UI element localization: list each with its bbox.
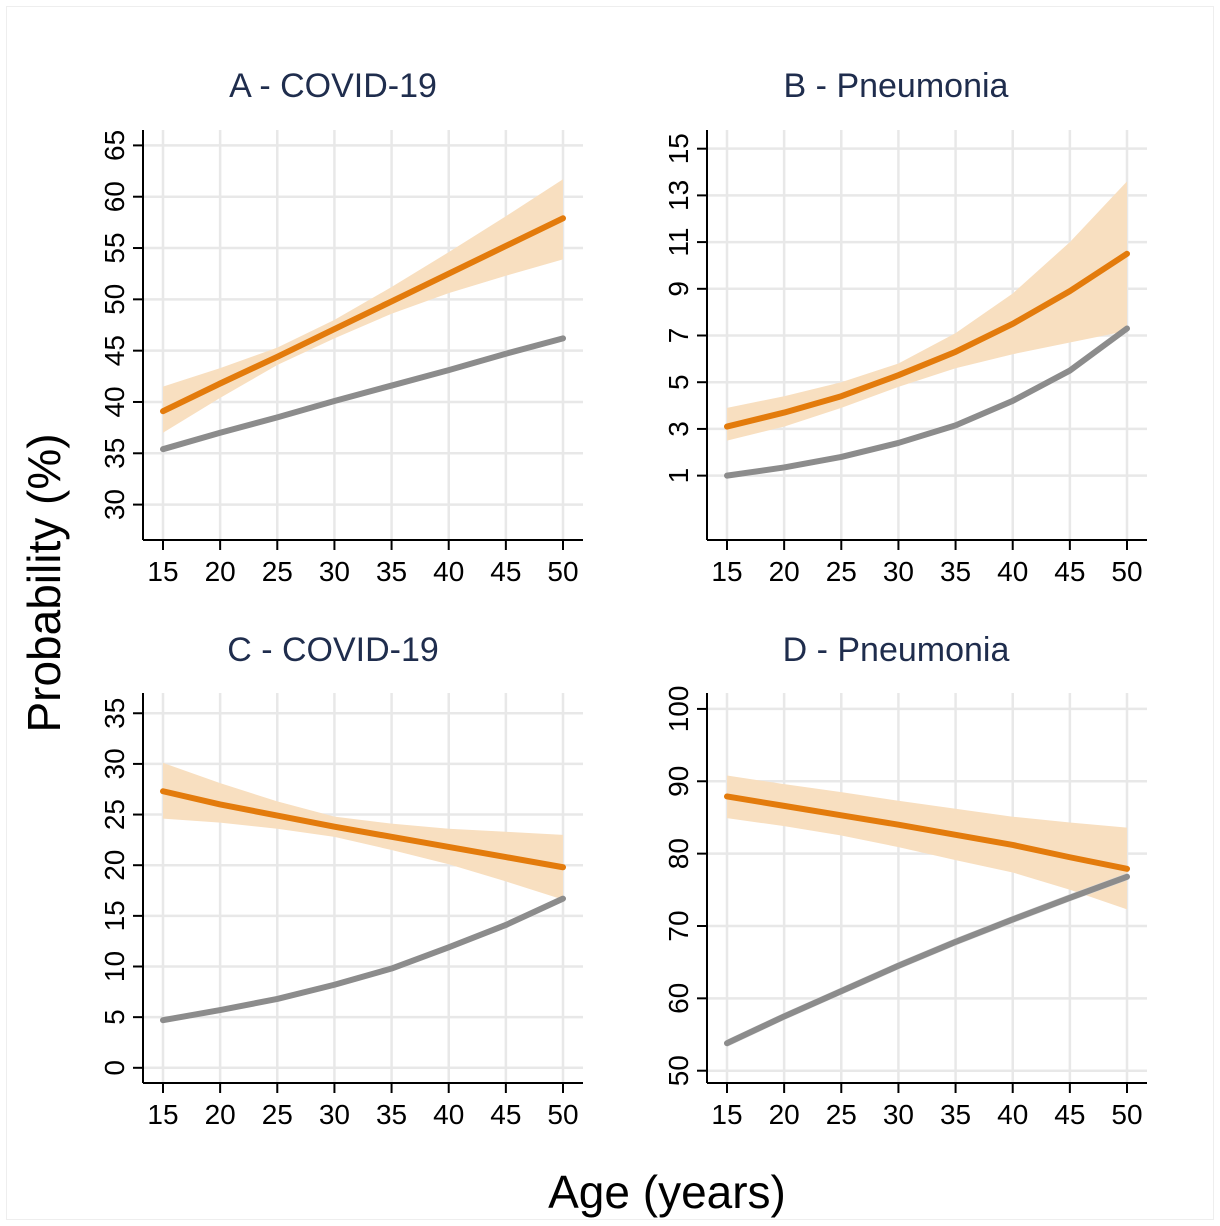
panel-a-y-tick-label: 55: [99, 232, 130, 263]
panel-a-y-tick-label: 45: [99, 335, 130, 366]
panel-d-title: D - Pneumonia: [783, 631, 1010, 669]
panel-c-y-tick-label: 15: [99, 900, 130, 931]
panel-c-y-tick-label: 10: [99, 951, 130, 982]
panel-b-y-tick-label: 3: [663, 421, 694, 437]
panel-b-y-tick-label: 11: [663, 228, 694, 257]
panel-b-orange-series-line: [724, 250, 1130, 430]
panel-c-x-tick-label: 20: [205, 1099, 236, 1130]
panel-a-y-tick-label: 30: [99, 489, 130, 520]
panel-c-x-tick-label: 15: [147, 1099, 178, 1130]
panel-b-x-tick-label: 35: [940, 556, 971, 587]
panel-c: 0 5 10 15 20 25 30 35 15 20 25 30 35 40 45 50 C - COVID-…: [99, 631, 583, 1130]
panel-b-x-tick-label: 25: [826, 556, 857, 587]
panel-c-orange-series-line: [160, 788, 566, 871]
panel-a: 30 35 40 45 50 55 60 65 15 20 25 30 35 40 45 50 A - COVI…: [99, 67, 583, 587]
panel-d-x-tick-label: 40: [997, 1099, 1028, 1130]
panel-b-title: B - Pneumonia: [784, 67, 1009, 105]
panel-d-y-tick-label: 80: [663, 838, 694, 869]
panel-a-x-tick-label: 20: [205, 556, 236, 587]
panel-d-y-tick-label: 90: [663, 766, 694, 797]
panel-c-x-tick-label: 30: [319, 1099, 350, 1130]
panel-b-x-tick-label: 50: [1111, 556, 1142, 587]
panel-a-title: A - COVID-19: [229, 67, 437, 105]
panel-c-y-tick-label: 5: [99, 1009, 130, 1025]
panel-c-y-tick-label: 30: [99, 748, 130, 779]
panel-d-x-tick-label: 30: [883, 1099, 914, 1130]
panel-c-x-tick-label: 25: [262, 1099, 293, 1130]
panel-d-x-tick-label: 50: [1111, 1099, 1142, 1130]
panel-c-y-tick-label: 20: [99, 850, 130, 881]
panel-c-x-tick-label: 45: [490, 1099, 521, 1130]
panel-c-gray-series-line: [160, 895, 566, 1024]
panel-c-y-tick-label: 35: [99, 698, 130, 729]
panel-c-x-tick-label: 35: [376, 1099, 407, 1130]
panel-a-x-tick-label: 45: [490, 556, 521, 587]
panel-a-y-tick-label: 35: [99, 438, 130, 469]
panel-d: 50 60 70 80 90 100 15 20 25 30 35 40 45 50 D - Pneumon…: [663, 631, 1147, 1130]
panel-d-y-tick-label: 60: [663, 983, 694, 1014]
panel-d-orange-ci-band: [727, 775, 1127, 910]
panel-a-y-tick-label: 60: [99, 181, 130, 212]
panel-a-orange-series-line: [160, 215, 566, 415]
panel-b-gray-series-line: [724, 325, 1130, 479]
panel-d-x-tick-label: 35: [940, 1099, 971, 1130]
panel-a-x-tick-label: 50: [547, 556, 578, 587]
panel-c-x-tick-label: 40: [433, 1099, 464, 1130]
panel-b-y-tick-label: 13: [663, 180, 694, 211]
panel-b-x-tick-label: 20: [769, 556, 800, 587]
panel-b-y-tick-label: 5: [663, 374, 694, 390]
panel-d-y-tick-label: 50: [663, 1055, 694, 1086]
panel-a-y-tick-label: 50: [99, 284, 130, 315]
panel-d-x-tick-label: 20: [769, 1099, 800, 1130]
panel-a-x-tick-label: 25: [262, 556, 293, 587]
panel-c-x-tick-label: 50: [547, 1099, 578, 1130]
panel-a-y-tick-label: 65: [99, 130, 130, 161]
panel-b-y-tick-label: 15: [663, 133, 694, 164]
panel-c-title: C - COVID-19: [227, 631, 439, 669]
panel-c-y-tick-label: 25: [99, 799, 130, 830]
panel-a-orange-ci-band: [163, 179, 563, 433]
panel-c-y-tick-label: 0: [99, 1060, 130, 1076]
panel-b-y-tick-label: 1: [663, 468, 694, 484]
panel-b-y-tick-label: 9: [663, 281, 694, 297]
panel-b-x-tick-label: 30: [883, 556, 914, 587]
panel-d-y-tick-label: 100: [663, 686, 694, 733]
panel-d-y-tick-label: 70: [663, 910, 694, 941]
panel-b-x-tick-label: 45: [1054, 556, 1085, 587]
panel-a-x-tick-label: 30: [319, 556, 350, 587]
y-axis-title: Probability (%): [18, 433, 70, 732]
panel-d-orange-series-line: [724, 793, 1130, 872]
x-axis-title: Age (years): [548, 1166, 786, 1218]
panel-a-x-tick-label: 15: [147, 556, 178, 587]
panel-a-gray-series-line: [160, 335, 566, 453]
panel-b-x-tick-label: 15: [711, 556, 742, 587]
figure-frame: [6, 6, 1214, 1220]
panel-d-x-tick-label: 45: [1054, 1099, 1085, 1130]
panel-b-y-tick-label: 7: [663, 328, 694, 344]
panel-a-y-tick-label: 40: [99, 386, 130, 417]
panel-d-gray-series-line: [724, 873, 1130, 1047]
panel-a-x-tick-label: 40: [433, 556, 464, 587]
panel-a-x-tick-label: 35: [376, 556, 407, 587]
panel-d-x-tick-label: 15: [711, 1099, 742, 1130]
panel-d-x-tick-label: 25: [826, 1099, 857, 1130]
panel-b-x-tick-label: 40: [997, 556, 1028, 587]
